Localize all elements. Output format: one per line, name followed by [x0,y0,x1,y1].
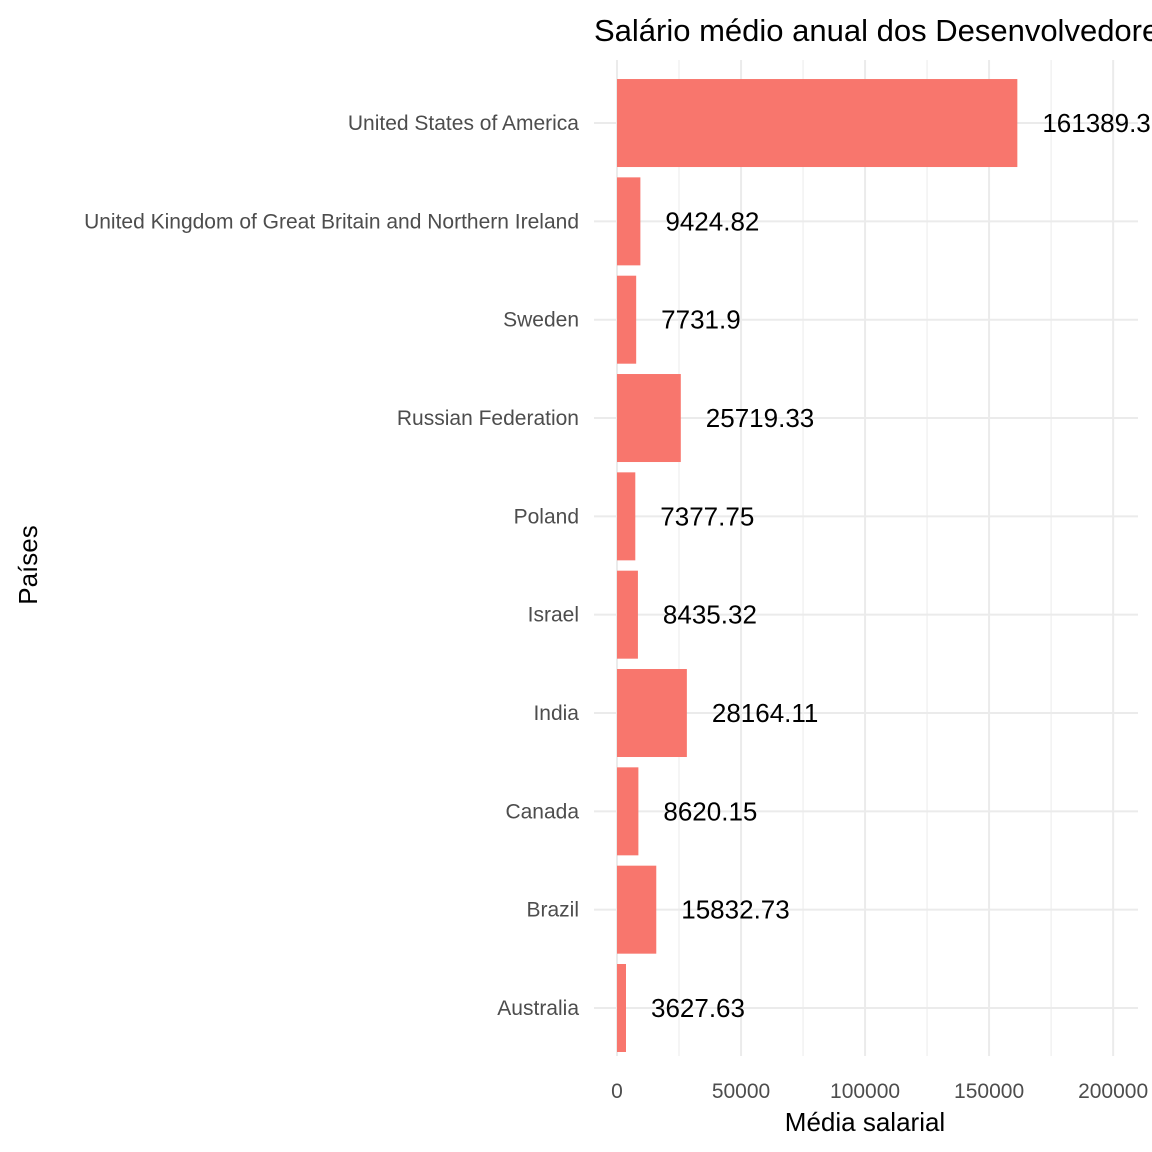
x-tick-label: 50000 [712,1080,770,1103]
x-tick-label: 0 [611,1080,623,1103]
y-tick-labels: Australia Brazil Canada India Israel Poland Ru… [84,112,579,1020]
x-tick-label: 100000 [830,1080,900,1103]
y-tick-label: Poland [514,505,579,528]
y-axis-title: Países [13,525,43,605]
data-label: 8620.15 [663,796,757,826]
bar [617,964,626,1052]
data-label: 3627.63 [651,993,745,1023]
bar [617,472,636,561]
data-label: 7377.75 [660,501,754,531]
y-tick-label: United Kingdom of Great Britain and Nort… [84,210,579,233]
x-tick-labels: 0 50000 100000 150000 200000 [611,1080,1148,1103]
bar [617,865,657,954]
x-tick-label: 150000 [954,1080,1024,1103]
y-tick-label: Israel [528,604,579,627]
data-label: 7731.9 [661,305,741,335]
bar [617,767,639,856]
y-tick-label: India [533,702,579,725]
y-tick-label: Brazil [526,899,579,922]
data-label: 9424.82 [665,206,759,236]
bar [617,570,638,659]
data-label: 161389.3 [1042,108,1150,138]
bar [617,669,687,758]
y-tick-label: United States of America [348,112,579,135]
data-label: 8435.32 [663,600,757,630]
y-tick-label: Russian Federation [397,407,579,430]
bars [617,79,1018,1052]
data-label: 25719.33 [706,403,814,433]
bar [617,275,637,364]
data-labels: 3627.63 15832.73 8620.15 28164.11 8435.32 737… [651,108,1151,1023]
y-tick-label: Canada [505,800,579,823]
x-tick-label: 200000 [1078,1080,1148,1103]
x-axis-title: Média salarial [785,1107,945,1137]
bar [617,79,1018,168]
bar [617,374,681,463]
y-tick-label: Sweden [503,309,579,332]
y-tick-label: Australia [497,997,579,1020]
bar [617,177,641,266]
chart-title: Salário médio anual dos Desenvolvedores [594,13,1152,48]
data-label: 15832.73 [681,895,789,925]
data-label: 28164.11 [712,698,819,728]
